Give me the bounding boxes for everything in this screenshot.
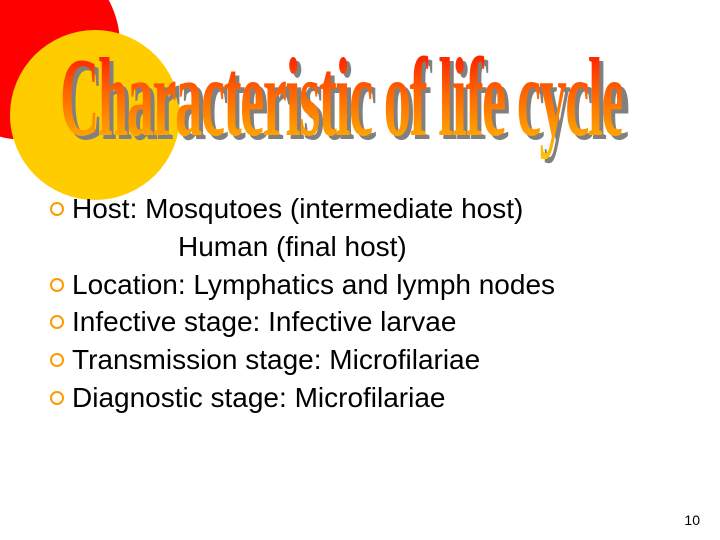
slide-body: Host: Mosqutoes (intermediate host) Huma… <box>50 190 690 417</box>
bullet-item: Location: Lymphatics and lymph nodes <box>50 266 690 304</box>
slide-title: Characteristic of life cycle <box>60 36 622 164</box>
page-number: 10 <box>684 512 700 528</box>
bullet-icon <box>50 391 64 405</box>
bullet-item: Diagnostic stage: Microfilariae <box>50 379 690 417</box>
bullet-indent-text: Human (final host) <box>50 228 690 266</box>
bullet-icon <box>50 202 64 216</box>
bullet-icon <box>50 315 64 329</box>
bullet-icon <box>50 278 64 292</box>
bullet-icon <box>50 353 64 367</box>
bullet-text: Transmission stage: Microfilariae <box>72 341 480 379</box>
bullet-text: Diagnostic stage: Microfilariae <box>72 379 446 417</box>
bullet-item: Host: Mosqutoes (intermediate host) <box>50 190 690 228</box>
bullet-item: Transmission stage: Microfilariae <box>50 341 690 379</box>
bullet-text: Host: Mosqutoes (intermediate host) <box>72 190 523 228</box>
bullet-item: Infective stage: Infective larvae <box>50 303 690 341</box>
bullet-text: Infective stage: Infective larvae <box>72 303 456 341</box>
bullet-text: Location: Lymphatics and lymph nodes <box>72 266 555 304</box>
